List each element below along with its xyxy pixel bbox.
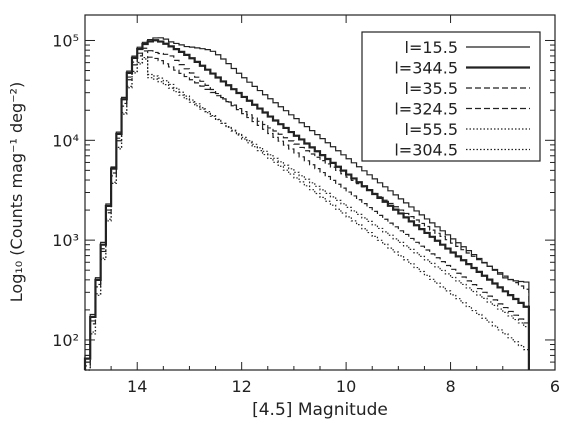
series-line-l-55-5 (85, 56, 530, 371)
x-axis-ticks: 14 12 10 8 6 (84, 15, 560, 396)
series-line-l-304-5 (85, 58, 530, 371)
y-tick-label: 10⁴ (52, 131, 79, 150)
series-lines (83, 37, 530, 371)
x-axis-label: [4.5] Magnitude (252, 400, 388, 420)
x-tick-label: 14 (127, 377, 147, 396)
y-tick-label: 10⁵ (52, 31, 79, 50)
legend-label-l-324-5: l=324.5 (394, 100, 458, 119)
series-line-l-344-5 (83, 39, 530, 370)
series-line-l-35-5 (84, 47, 530, 370)
legend-label-l-304-5: l=304.5 (394, 141, 458, 160)
legend-label-l-35-5: l=35.5 (405, 79, 458, 98)
legend-label-l-344-5: l=344.5 (394, 59, 458, 78)
legend-box (361, 31, 541, 162)
x-tick-label: 12 (231, 377, 251, 396)
series-line-l-324-5 (84, 50, 530, 370)
x-tick-label: 8 (445, 377, 455, 396)
x-tick-label: 6 (550, 377, 560, 396)
x-tick-label: 10 (336, 377, 356, 396)
y-axis-ticks: 10² 10³ 10⁴ 10⁵ (52, 31, 555, 371)
legend-label-l-55-5: l=55.5 (405, 120, 458, 139)
series-line-l-15-5 (84, 37, 530, 370)
legend-label-l-15-5: l=15.5 (405, 38, 458, 57)
y-tick-label: 10² (52, 331, 79, 350)
y-axis-label: Log₁₀ (Counts mag⁻¹ deg⁻²) (7, 82, 26, 302)
legend: l=15.5 l=344.5l=35.5 l=324.5l=55.5 l=304.5 (361, 31, 541, 162)
y-tick-label: 10³ (52, 231, 79, 250)
